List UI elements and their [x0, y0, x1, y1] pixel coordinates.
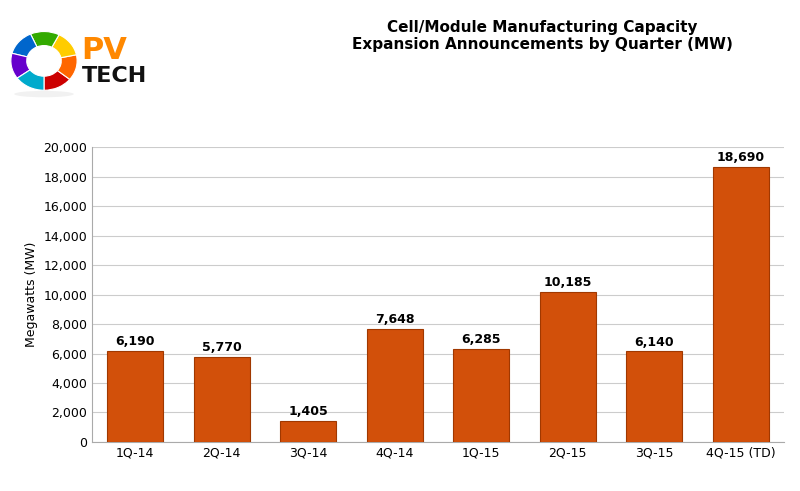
Wedge shape — [11, 54, 30, 78]
Bar — [626, 352, 682, 442]
Text: TECH: TECH — [82, 66, 146, 86]
Bar — [107, 351, 163, 442]
Bar — [713, 166, 769, 442]
Text: 6,140: 6,140 — [634, 335, 674, 349]
Text: 5,770: 5,770 — [202, 341, 242, 354]
Bar — [366, 329, 423, 442]
Text: Cell/Module Manufacturing Capacity
Expansion Announcements by Quarter (MW): Cell/Module Manufacturing Capacity Expan… — [351, 20, 733, 52]
Wedge shape — [30, 31, 59, 47]
Text: 6,190: 6,190 — [115, 335, 155, 348]
Text: 7,648: 7,648 — [375, 313, 414, 327]
Bar — [280, 421, 336, 442]
Ellipse shape — [14, 91, 74, 97]
Text: PV: PV — [82, 36, 127, 65]
Wedge shape — [44, 71, 70, 90]
Bar — [194, 357, 250, 442]
Text: 18,690: 18,690 — [717, 151, 765, 164]
Text: 1,405: 1,405 — [288, 405, 328, 418]
Text: 10,185: 10,185 — [543, 276, 592, 289]
Y-axis label: Megawatts (MW): Megawatts (MW) — [25, 242, 38, 347]
Wedge shape — [12, 34, 37, 57]
Wedge shape — [52, 35, 76, 58]
Bar — [540, 292, 596, 442]
Wedge shape — [18, 70, 44, 90]
Wedge shape — [58, 55, 77, 80]
Bar — [453, 349, 510, 442]
Text: 6,285: 6,285 — [462, 333, 501, 346]
